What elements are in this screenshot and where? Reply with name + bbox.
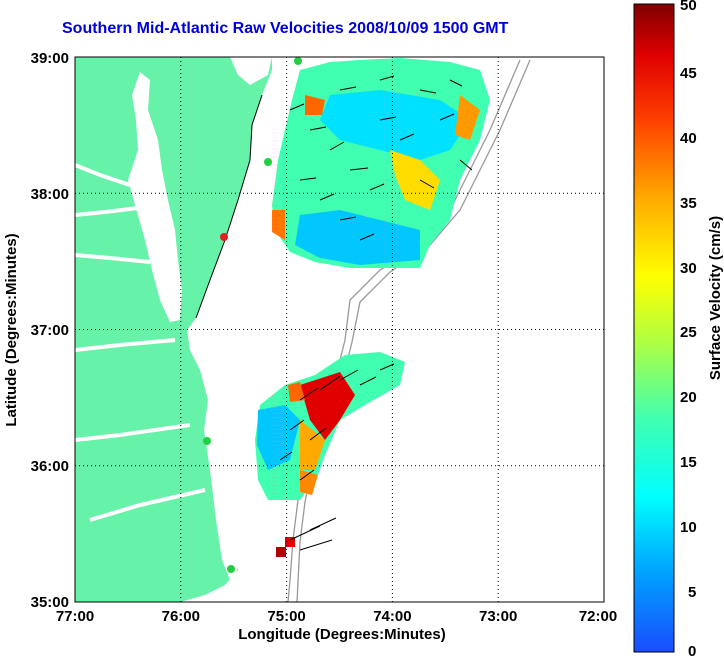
y-tick-label: 36:00 [31,458,69,475]
delaware-bay [230,57,272,85]
colorbar-tick: 15 [680,454,697,471]
velocity-field-north [272,58,490,268]
y-axis-label: Latitude (Degrees:Minutes) [3,233,20,426]
colorbar-tick: 0 [688,643,696,659]
land-mass [75,57,272,602]
colorbar-label: Surface Velocity (cm/s) [707,216,724,380]
colorbar: 50 45 40 35 30 25 20 15 10 5 0 Surface V… [633,0,724,659]
velocity-field-south [255,352,405,557]
velocity-vectors [279,75,473,551]
colorbar-tick: 30 [680,260,697,277]
y-axis: 39:00 38:00 37:00 36:00 35:00 Latitude (… [3,50,69,611]
delmarva-shore [195,94,263,319]
x-axis: 77:00 76:00 75:00 74:00 73:00 72:00 Long… [56,608,617,643]
radar-site-markers [203,57,302,573]
y-tick-label: 38:00 [31,186,69,203]
colorbar-tick: 50 [680,0,697,14]
x-tick-label: 72:00 [579,608,617,625]
colorbar-tick: 20 [680,389,697,406]
map-title: Southern Mid-Atlantic Raw Velocities 200… [62,20,509,37]
chesapeake-bay [128,72,182,322]
x-tick-label: 73:00 [479,608,517,625]
grid-lines [75,57,604,602]
x-tick-label: 74:00 [373,608,411,625]
x-axis-label: Longitude (Degrees:Minutes) [238,626,446,643]
colorbar-tick: 45 [680,65,697,82]
colorbar-tick: 25 [680,324,697,341]
colorbar-tick: 35 [680,195,697,212]
x-tick-label: 76:00 [162,608,200,625]
y-tick-label: 39:00 [31,50,69,67]
pamlico-sound [204,400,240,585]
x-tick-label: 75:00 [267,608,305,625]
y-tick-label: 35:00 [31,594,69,611]
colorbar-tick: 5 [688,584,696,601]
river [75,163,206,522]
colorbar-gradient [633,3,675,653]
x-tick-label: 77:00 [56,608,94,625]
colorbar-tick: 10 [680,519,697,536]
colorbar-tick: 40 [680,130,697,147]
plot-frame [74,56,605,603]
y-tick-label: 37:00 [31,322,69,339]
